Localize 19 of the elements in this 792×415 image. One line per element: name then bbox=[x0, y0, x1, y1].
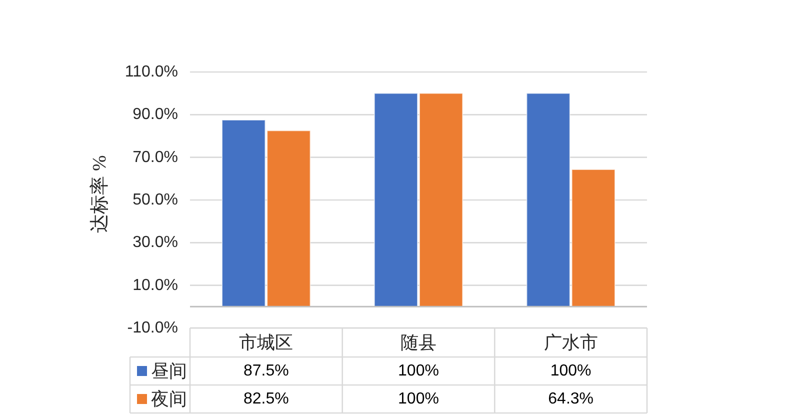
x-tick-label: 市城区 bbox=[239, 332, 294, 352]
y-tick-label: 110.0% bbox=[124, 64, 178, 80]
legend-label: 夜间 bbox=[151, 389, 187, 409]
data-label: 64.3% bbox=[548, 390, 594, 408]
y-axis-title: 达标率 % bbox=[88, 155, 110, 233]
data-label: 82.5% bbox=[243, 390, 289, 408]
data-label: 100% bbox=[398, 390, 439, 408]
data-label: 100% bbox=[550, 362, 592, 380]
y-tick-label: 30.0% bbox=[132, 234, 178, 252]
y-tick-label: 10.0% bbox=[132, 276, 178, 294]
x-tick-label: 随县 bbox=[400, 332, 436, 352]
y-tick-label: 90.0% bbox=[132, 106, 178, 124]
x-tick-label: 广水市 bbox=[544, 332, 598, 352]
y-tick-label: 50.0% bbox=[132, 192, 178, 208]
legend-label: 昼间 bbox=[151, 361, 187, 381]
y-tick-label: -10.0% bbox=[127, 320, 178, 336]
data-label: 87.5% bbox=[243, 362, 289, 380]
y-tick-label: 70.0% bbox=[132, 148, 178, 166]
data-label: 100% bbox=[398, 362, 439, 380]
